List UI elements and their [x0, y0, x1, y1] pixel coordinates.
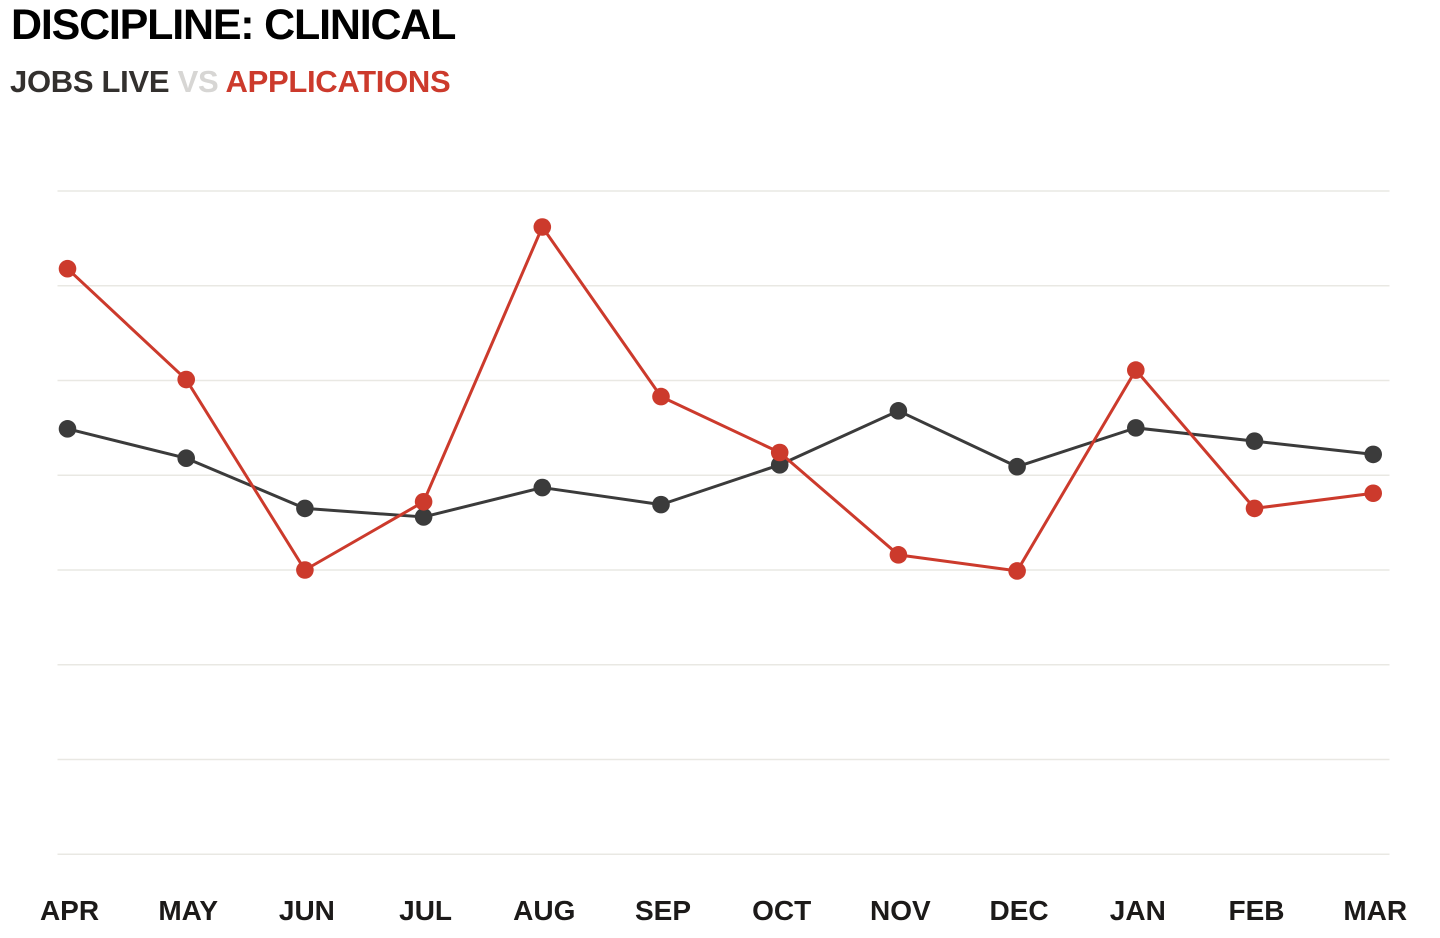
x-axis-label: SEP: [635, 895, 691, 926]
series-line-applications: [66, 225, 1374, 573]
data-point-applications-jun: [296, 561, 314, 579]
data-point-applications-aug: [533, 218, 552, 236]
x-axis-label: OCT: [752, 895, 811, 926]
x-axis-label: NOV: [870, 895, 931, 926]
data-point-applications-jan: [1127, 361, 1145, 379]
data-point-jobs-live-mar: [1364, 445, 1382, 464]
chart-subtitle: JOBS LIVE VS APPLICATIONS: [10, 64, 451, 99]
x-axis-label: DEC: [990, 895, 1049, 926]
data-point-jobs-live-apr: [58, 420, 77, 438]
x-axis-label: MAR: [1343, 895, 1407, 926]
data-point-applications-oct: [770, 443, 789, 462]
data-point-jobs-live-nov: [889, 402, 908, 420]
data-point-applications-may: [177, 370, 195, 389]
x-axis-label: APR: [40, 895, 99, 926]
data-point-applications-feb: [1245, 499, 1264, 518]
data-point-jobs-live-may: [177, 449, 195, 467]
data-point-applications-apr: [58, 259, 77, 278]
data-point-applications-jul: [414, 492, 433, 511]
data-point-applications-mar: [1364, 484, 1382, 503]
legend-separator-vs: VS: [177, 64, 219, 99]
legend-label-jobs-live: JOBS LIVE: [10, 64, 170, 99]
x-axis-label: AUG: [513, 895, 575, 926]
x-axis-label: JUL: [399, 895, 452, 926]
data-point-jobs-live-sep: [652, 495, 670, 514]
data-point-jobs-live-jul: [414, 508, 433, 526]
data-point-jobs-live-feb: [1245, 432, 1264, 450]
data-point-applications-dec: [1008, 562, 1026, 580]
series-line-jobs-live: [67, 409, 1374, 519]
x-axis-label: MAY: [158, 895, 218, 926]
data-point-jobs-live-dec: [1008, 457, 1026, 476]
data-point-jobs-live-oct: [770, 456, 789, 474]
x-axis-label: FEB: [1229, 895, 1285, 926]
legend-label-applications: APPLICATIONS: [225, 64, 451, 99]
data-point-jobs-live-jan: [1127, 419, 1145, 437]
x-axis-label: JAN: [1110, 895, 1166, 926]
data-point-jobs-live-jun: [296, 499, 314, 518]
data-point-applications-sep: [652, 387, 670, 406]
data-point-jobs-live-aug: [533, 478, 552, 497]
chart-title: DISCIPLINE: CLINICAL: [11, 1, 456, 49]
x-axis-label: JUN: [279, 895, 335, 926]
data-point-applications-nov: [889, 546, 908, 564]
